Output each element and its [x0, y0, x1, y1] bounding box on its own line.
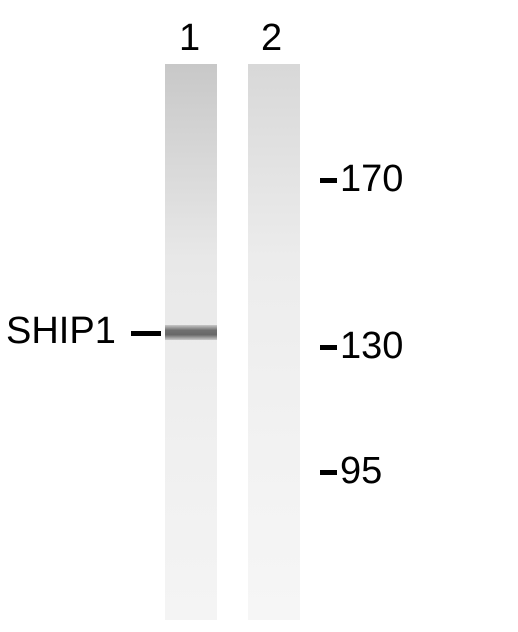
lane-2-header: 2: [261, 17, 282, 60]
marker-label-95: 95: [340, 450, 382, 493]
lane-1-gradient: [165, 64, 217, 620]
lane-2: [248, 64, 300, 620]
marker-tick-130: [320, 345, 337, 350]
protein-label: SHIP1: [6, 310, 116, 353]
marker-label-130: 130: [340, 325, 403, 368]
protein-label-tick: [131, 331, 161, 336]
marker-tick-95: [320, 470, 337, 475]
lane-1: [165, 64, 217, 620]
lane-1-header: 1: [179, 17, 200, 60]
marker-tick-170: [320, 178, 337, 183]
lane-2-gradient: [248, 64, 300, 620]
marker-label-170: 170: [340, 158, 403, 201]
lane-1-band-ship1: [165, 325, 217, 340]
